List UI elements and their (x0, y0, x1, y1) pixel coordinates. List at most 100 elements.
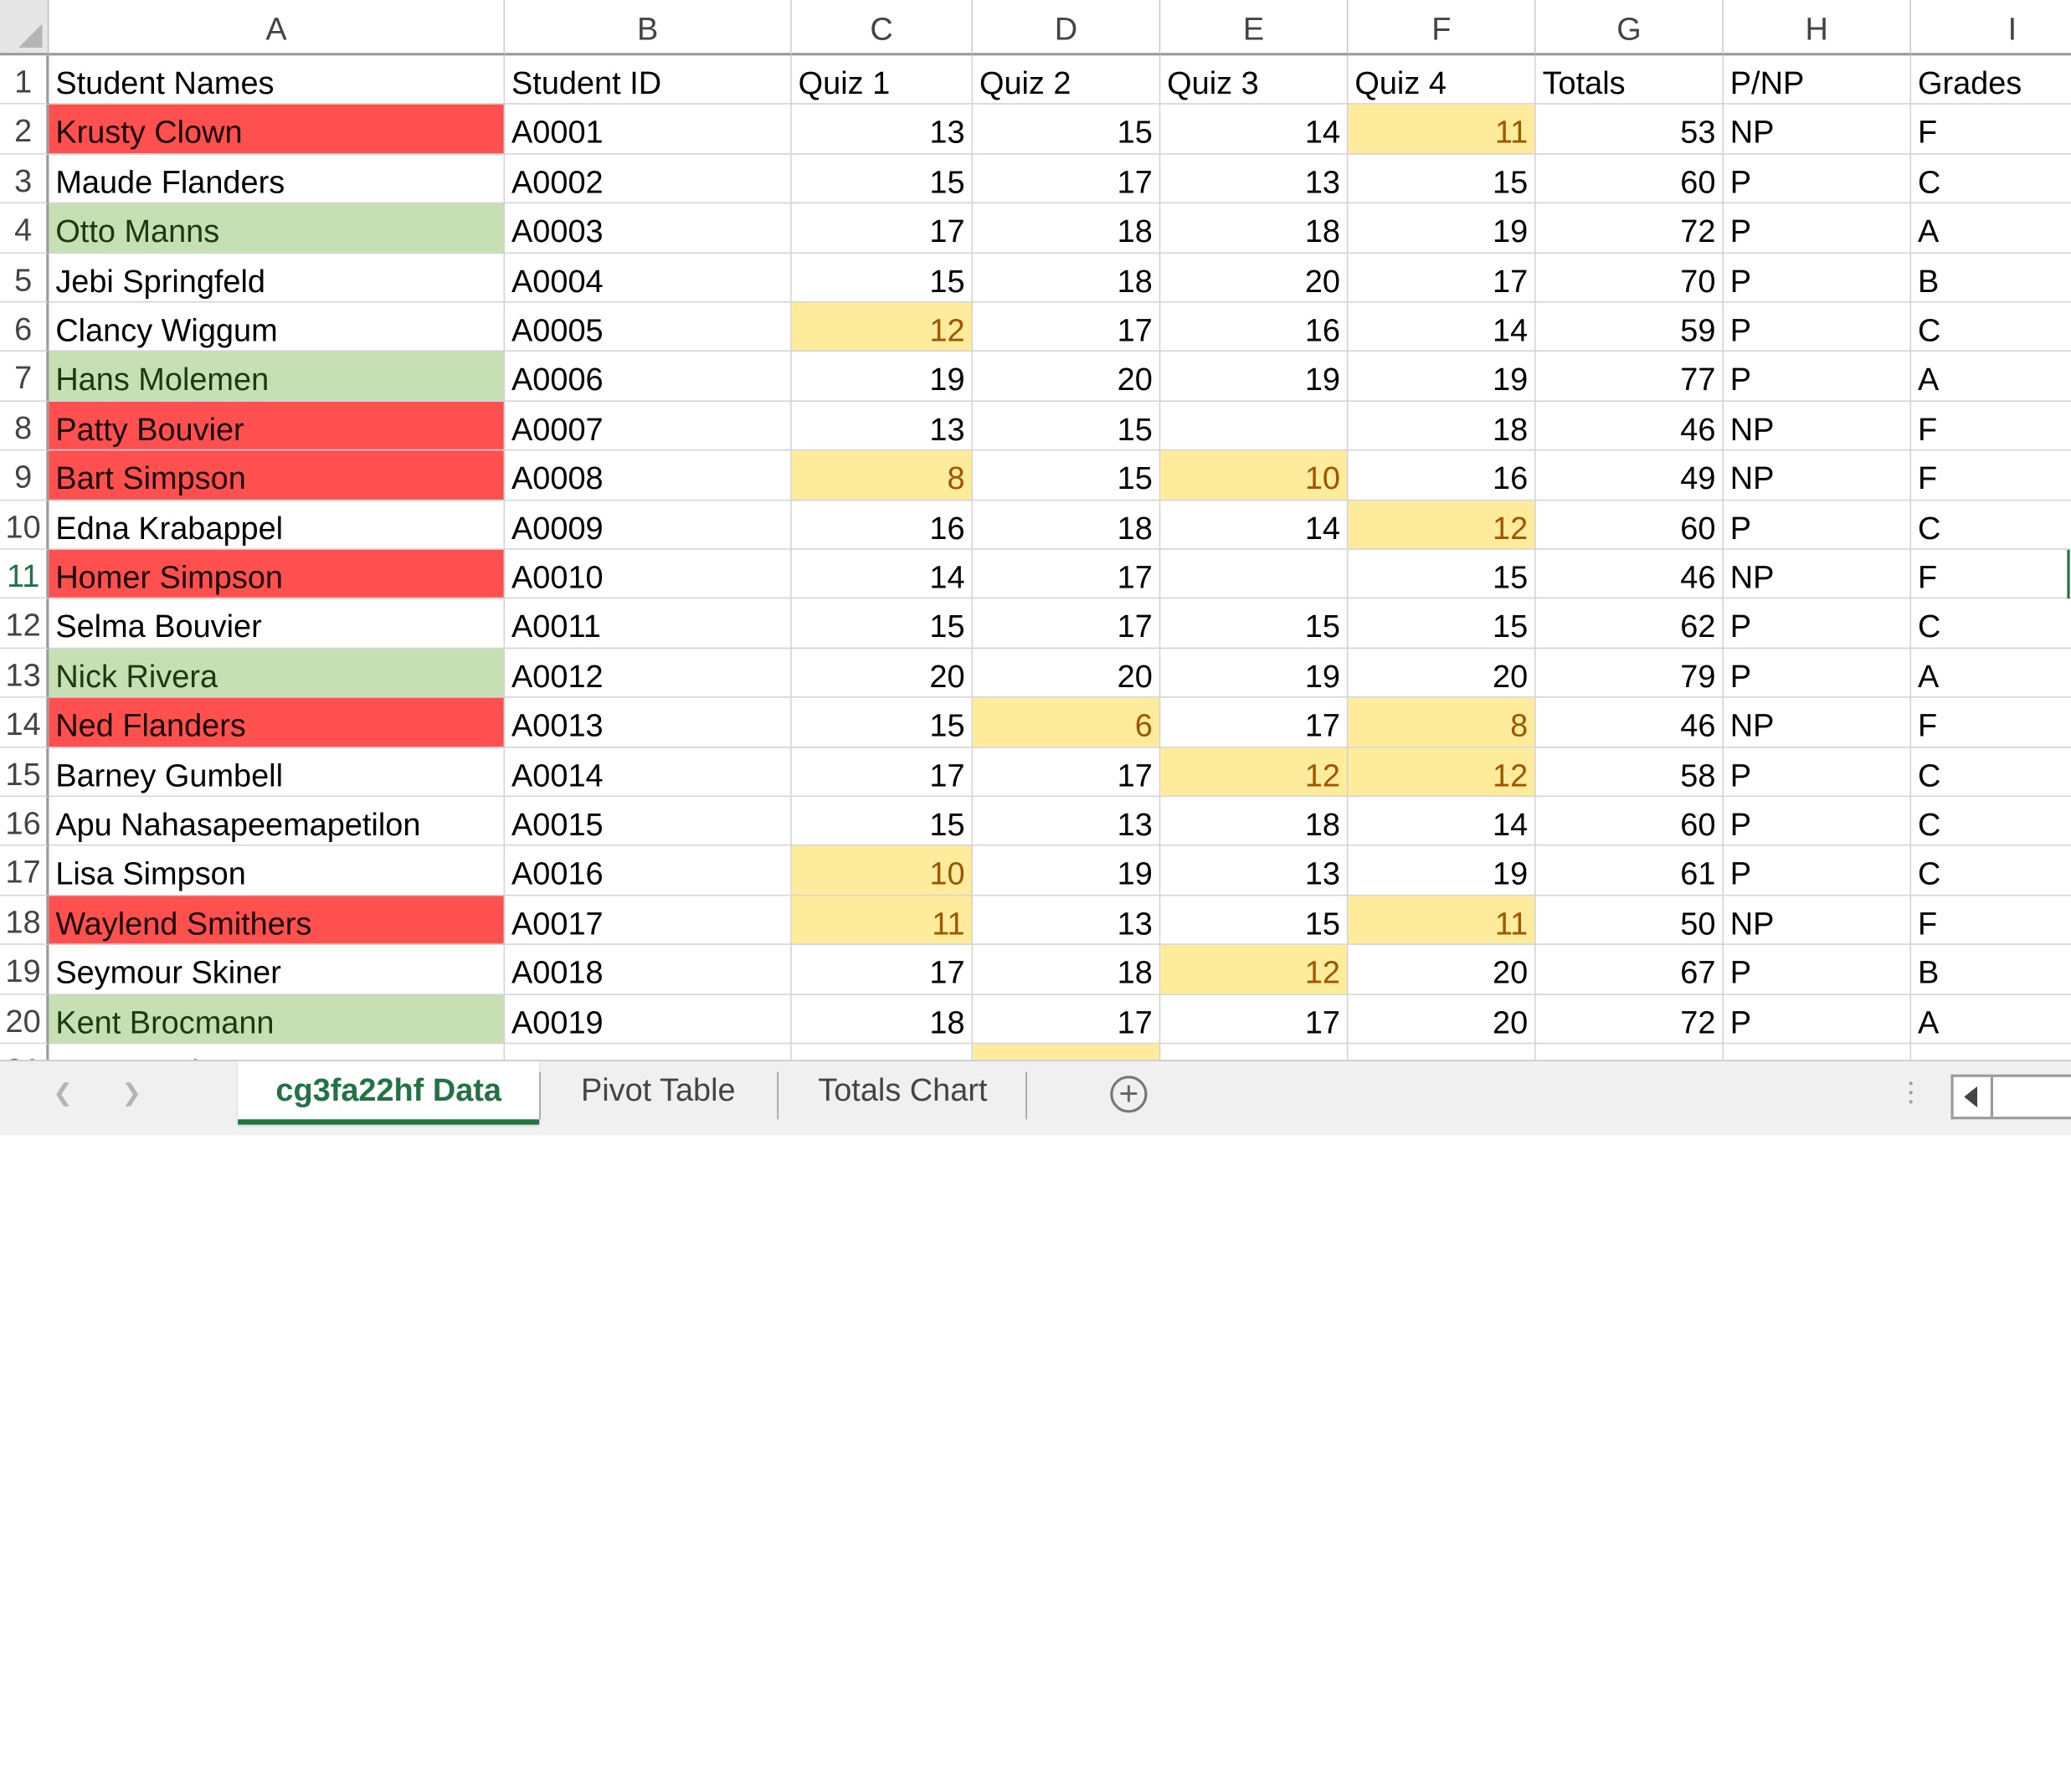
cell-f12[interactable]: 15 (1348, 598, 1536, 649)
cell-d8[interactable]: 15 (973, 401, 1161, 451)
header-cell-i[interactable]: Grades (1911, 55, 2071, 105)
cell-f15[interactable]: 12 (1348, 747, 1536, 798)
cell-d21[interactable]: 10 (973, 1044, 1161, 1060)
cell-h4[interactable]: P (1723, 203, 1912, 254)
cell-e2[interactable]: 14 (1160, 105, 1349, 155)
row-header-2[interactable]: 2 (0, 105, 49, 155)
cell-e14[interactable]: 17 (1160, 697, 1349, 747)
cell-c6[interactable]: 12 (791, 302, 974, 352)
cell-c19[interactable]: 17 (791, 945, 974, 995)
row-header-20[interactable]: 20 (0, 994, 49, 1045)
cell-a9[interactable]: Bart Simpson (49, 450, 506, 501)
row-header-7[interactable]: 7 (0, 352, 49, 402)
cell-h16[interactable]: P (1723, 797, 1912, 847)
cell-c10[interactable]: 16 (791, 500, 974, 550)
cell-i2[interactable]: F (1911, 105, 2071, 155)
cell-f9[interactable]: 16 (1348, 450, 1536, 501)
cell-g5[interactable]: 70 (1535, 253, 1724, 303)
cell-c17[interactable]: 10 (791, 846, 974, 896)
cell-g19[interactable]: 67 (1535, 945, 1724, 995)
row-header-14[interactable]: 14 (0, 697, 49, 747)
cell-a21[interactable]: Troy McClure (49, 1044, 506, 1060)
cell-e8[interactable] (1160, 401, 1349, 451)
cell-b18[interactable]: A0017 (505, 896, 792, 946)
cell-d6[interactable]: 17 (973, 302, 1161, 352)
scroll-left-button[interactable] (1954, 1076, 1993, 1117)
sheet-tab-cg3fa22hf-data[interactable]: cg3fa22hf Data (238, 1060, 540, 1125)
header-cell-a[interactable]: Student Names (49, 55, 506, 105)
cell-c12[interactable]: 15 (791, 598, 974, 649)
cell-h13[interactable]: P (1723, 648, 1912, 698)
row-header-8[interactable]: 8 (0, 401, 49, 451)
cell-h12[interactable]: P (1723, 598, 1912, 649)
row-header-17[interactable]: 17 (0, 846, 49, 896)
cell-d4[interactable]: 18 (973, 203, 1161, 254)
header-cell-e[interactable]: Quiz 3 (1160, 55, 1349, 105)
cell-f14[interactable]: 8 (1348, 697, 1536, 747)
cell-g21[interactable]: 63 (1536, 1044, 1724, 1060)
row-header-19[interactable]: 19 (0, 945, 49, 995)
cell-i10[interactable]: C (1911, 501, 2071, 550)
cell-e11[interactable] (1160, 549, 1349, 599)
cell-b6[interactable]: A0005 (505, 302, 792, 352)
cell-h11[interactable]: NP (1723, 549, 1912, 599)
cell-d16[interactable]: 13 (973, 797, 1161, 847)
cell-i3[interactable]: C (1911, 154, 2071, 204)
tab-split-handle-icon[interactable]: • • • (1908, 1076, 1914, 1111)
cell-h10[interactable]: P (1723, 500, 1912, 550)
cell-h2[interactable]: NP (1723, 105, 1912, 155)
row-header-21[interactable]: 21 (0, 1044, 49, 1060)
cell-i20[interactable]: A (1911, 994, 2071, 1045)
cell-c5[interactable]: 15 (791, 253, 974, 303)
cell-b9[interactable]: A0008 (505, 450, 792, 501)
cell-e10[interactable]: 14 (1160, 500, 1349, 550)
cell-b15[interactable]: A0014 (505, 747, 792, 798)
cell-e18[interactable]: 15 (1160, 896, 1349, 946)
cell-e16[interactable]: 18 (1160, 797, 1349, 847)
select-all-corner[interactable] (0, 0, 49, 56)
cell-i13[interactable]: A (1911, 649, 2071, 698)
cell-b13[interactable]: A0012 (505, 648, 792, 698)
cell-b16[interactable]: A0015 (505, 797, 792, 847)
cell-i17[interactable]: C (1911, 846, 2071, 896)
cell-i14[interactable]: F (1911, 698, 2071, 747)
row-header-6[interactable]: 6 (0, 302, 49, 352)
cell-b7[interactable]: A0006 (505, 352, 792, 402)
cell-f19[interactable]: 20 (1348, 945, 1536, 995)
cell-g12[interactable]: 62 (1535, 598, 1724, 649)
header-cell-c[interactable]: Quiz 1 (791, 55, 974, 105)
cell-g13[interactable]: 79 (1535, 648, 1724, 698)
cell-e13[interactable]: 19 (1160, 648, 1349, 698)
cell-c7[interactable]: 19 (791, 352, 974, 402)
cell-h3[interactable]: P (1723, 154, 1912, 204)
row-header-10[interactable]: 10 (0, 500, 49, 550)
cell-g17[interactable]: 61 (1535, 846, 1724, 896)
cell-f18[interactable]: 11 (1348, 896, 1536, 946)
cell-b19[interactable]: A0018 (505, 945, 792, 995)
column-header-a[interactable]: A (49, 0, 506, 56)
cell-g20[interactable]: 72 (1535, 994, 1724, 1045)
cell-f17[interactable]: 19 (1348, 846, 1536, 896)
header-cell-f[interactable]: Quiz 4 (1348, 55, 1536, 105)
cell-g2[interactable]: 53 (1535, 105, 1724, 155)
cell-h19[interactable]: P (1723, 945, 1912, 995)
cell-f5[interactable]: 17 (1348, 253, 1536, 303)
column-header-b[interactable]: B (505, 0, 792, 56)
cell-g10[interactable]: 60 (1535, 500, 1724, 550)
row-header-9[interactable]: 9 (0, 450, 49, 501)
row-header-15[interactable]: 15 (0, 747, 49, 798)
cell-d11[interactable]: 17 (973, 549, 1161, 599)
cell-e21[interactable]: 13 (1160, 1044, 1349, 1060)
cell-i19[interactable]: B (1911, 945, 2071, 995)
cell-d20[interactable]: 17 (973, 994, 1161, 1045)
sheet-tab-totals-chart[interactable]: Totals Chart (818, 1073, 988, 1109)
cell-a13[interactable]: Nick Rivera (49, 648, 506, 698)
cell-f10[interactable]: 12 (1348, 500, 1536, 550)
cell-d14[interactable]: 6 (973, 697, 1161, 747)
cell-g15[interactable]: 58 (1535, 747, 1724, 798)
cell-a2[interactable]: Krusty Clown (49, 105, 506, 155)
cell-e19[interactable]: 12 (1160, 945, 1349, 995)
cell-h18[interactable]: NP (1723, 896, 1912, 946)
cell-a19[interactable]: Seymour Skiner (49, 945, 506, 995)
